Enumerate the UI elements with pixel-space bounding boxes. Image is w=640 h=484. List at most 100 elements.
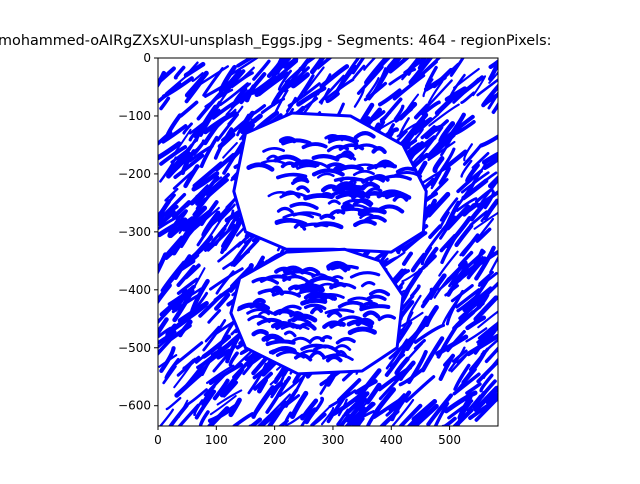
- segment-stroke: [220, 209, 235, 233]
- segment-stroke: [365, 382, 382, 405]
- segment-stroke: [258, 310, 271, 316]
- segment-stroke: [165, 74, 189, 95]
- segment-stroke: [216, 389, 243, 406]
- segment-stroke: [463, 143, 474, 162]
- y-tick-label: −300: [118, 225, 151, 239]
- segment-stroke: [363, 81, 388, 102]
- segment-stroke: [273, 154, 302, 164]
- segment-stroke: [196, 90, 224, 121]
- segment-stroke: [158, 338, 172, 357]
- segment-stroke: [177, 403, 200, 426]
- segment-stroke: [451, 351, 465, 363]
- segment-stroke: [228, 351, 239, 367]
- segment-stroke: [406, 60, 418, 76]
- segment-stroke: [365, 187, 383, 195]
- segment-stroke: [221, 226, 237, 248]
- segment-stroke: [356, 417, 365, 426]
- segment-stroke: [269, 393, 291, 415]
- segment-stroke: [460, 201, 479, 215]
- segment-stroke: [340, 150, 355, 158]
- segment-stroke: [485, 385, 498, 401]
- segment-stroke: [336, 207, 365, 214]
- segment-stroke: [457, 173, 480, 207]
- segment-stroke: [413, 323, 446, 344]
- segment-stroke: [198, 293, 223, 318]
- segment-stroke: [232, 352, 258, 379]
- segment-stroke: [204, 325, 221, 343]
- segment-stroke: [290, 72, 310, 89]
- segment-stroke: [179, 224, 195, 249]
- y-axis: 0 −100 −200 −300 −400 −500 −600: [118, 51, 158, 413]
- segment-stroke: [439, 234, 457, 253]
- segment-stroke: [320, 184, 343, 194]
- segment-stroke: [338, 315, 363, 323]
- segment-stroke: [158, 217, 188, 238]
- segment-stroke: [325, 91, 340, 104]
- segment-stroke: [438, 121, 456, 144]
- segment-stroke: [412, 60, 439, 83]
- segment-stroke: [377, 204, 405, 214]
- segment-stroke: [172, 165, 200, 190]
- segment-stroke: [237, 302, 265, 311]
- x-tick-label: 500: [438, 433, 461, 447]
- segment-stroke: [454, 223, 474, 248]
- segment-stroke: [408, 58, 434, 85]
- x-tick-label: 400: [380, 433, 403, 447]
- y-tick-label: 0: [143, 51, 151, 65]
- segment-stroke: [363, 58, 376, 71]
- segment-stroke: [455, 197, 478, 212]
- segment-stroke: [477, 271, 498, 287]
- segment-stroke: [366, 294, 387, 301]
- segment-stroke: [206, 223, 236, 252]
- segment-stroke: [483, 198, 498, 221]
- segment-stroke: [410, 252, 427, 273]
- segment-stroke: [289, 374, 306, 402]
- segment-stroke: [394, 107, 413, 123]
- segment-stroke: [326, 144, 349, 153]
- segment-stroke: [452, 372, 481, 396]
- segment-stroke: [311, 273, 329, 278]
- segment-stroke: [329, 320, 346, 329]
- segment-stroke: [274, 218, 308, 227]
- segment-stroke: [428, 103, 460, 127]
- segment-stroke: [300, 298, 328, 306]
- segment-stroke: [353, 219, 377, 228]
- segment-stroke: [208, 362, 244, 386]
- segment-stroke: [300, 408, 314, 426]
- segment-stroke: [272, 308, 299, 319]
- segment-stroke: [479, 373, 494, 393]
- segment-stroke: [377, 314, 397, 322]
- segment-stroke: [360, 281, 376, 288]
- segment-stroke: [400, 311, 414, 333]
- segment-stroke: [330, 264, 359, 271]
- y-tick-label: −600: [118, 399, 151, 413]
- segment-stroke: [217, 132, 236, 149]
- segment-stroke: [438, 166, 451, 186]
- segment-stroke: [207, 178, 229, 197]
- segment-stroke: [459, 242, 472, 257]
- segment-stroke: [159, 293, 186, 317]
- segment-stroke: [299, 160, 331, 170]
- segment-stroke: [349, 271, 381, 279]
- segment-stroke: [402, 231, 428, 253]
- segment-stroke: [337, 398, 348, 417]
- segment-stroke: [346, 319, 374, 329]
- x-tick-label: 300: [322, 433, 345, 447]
- segment-stroke: [424, 65, 438, 88]
- segment-stroke: [184, 263, 201, 280]
- segment-stroke: [473, 295, 498, 322]
- segment-stroke: [407, 349, 428, 385]
- segment-stroke: [465, 315, 487, 331]
- segment-stroke: [298, 58, 317, 70]
- segment-stroke: [198, 410, 210, 426]
- segment-stroke: [265, 339, 296, 347]
- segment-stroke: [199, 200, 219, 227]
- segment-stroke: [379, 97, 403, 124]
- segment-stroke: [381, 190, 409, 199]
- segment-stroke: [328, 190, 353, 198]
- segment-stroke: [335, 184, 366, 193]
- segment-stroke: [352, 64, 366, 80]
- segment-stroke: [239, 82, 252, 93]
- segment-stroke: [191, 72, 204, 83]
- segment-stroke: [296, 289, 325, 297]
